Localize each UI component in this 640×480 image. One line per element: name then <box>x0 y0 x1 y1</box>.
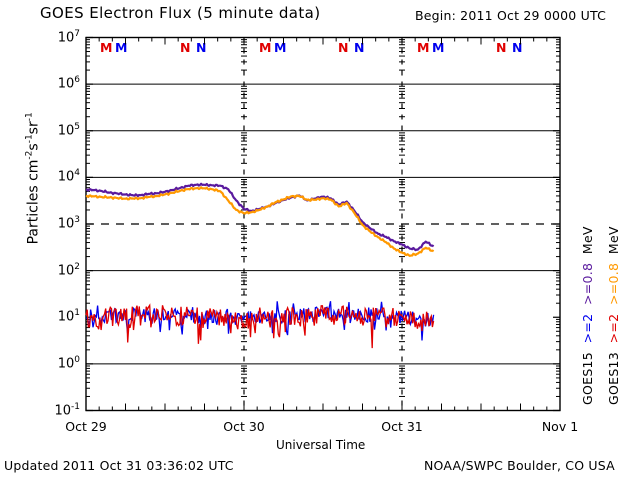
y-tick-label: 10-1 <box>54 401 80 418</box>
y-tick-label: 103 <box>57 215 80 232</box>
event-marker-n: N <box>180 40 191 55</box>
series-goes13-2-mev <box>85 303 435 349</box>
x-tick-label: Oct 29 <box>65 418 107 434</box>
event-marker-n: N <box>354 40 365 55</box>
y-tick-label: 105 <box>57 121 80 139</box>
plot-frame <box>85 36 561 412</box>
page-title: GOES Electron Flux (5 minute data) <box>40 4 321 22</box>
x-tick-label: Oct 30 <box>223 418 265 434</box>
event-marker-n: N <box>496 40 507 55</box>
begin-timestamp: Begin: 2011 Oct 29 0000 UTC <box>415 8 606 23</box>
y-tick-label: 106 <box>57 75 80 92</box>
y-tick-label: 102 <box>57 261 80 278</box>
credit-label: NOAA/SWPC Boulder, CO USA <box>424 458 615 473</box>
x-tick-label: Nov 1 <box>541 418 579 434</box>
updated-timestamp: Updated 2011 Oct 31 03:36:02 UTC <box>4 458 234 473</box>
event-marker-m: M <box>259 40 272 55</box>
x-axis-title: Universal Time <box>276 438 366 452</box>
series-goes15-2-mev <box>86 301 435 341</box>
series-goes13-0-8-mev <box>85 186 435 257</box>
event-marker-m: M <box>115 40 128 55</box>
x-tick-label: Oct 31 <box>381 418 423 434</box>
y-tick-label: 104 <box>57 168 80 185</box>
event-marker-n: N <box>196 40 207 55</box>
y-tick-label: 100 <box>57 354 80 372</box>
y-tick-label: 107 <box>57 28 80 45</box>
event-marker-m: M <box>100 40 113 55</box>
event-marker-n: N <box>512 40 523 55</box>
y-tick-label: 101 <box>57 308 80 325</box>
event-marker-n: N <box>338 40 349 55</box>
event-marker-m: M <box>417 40 430 55</box>
